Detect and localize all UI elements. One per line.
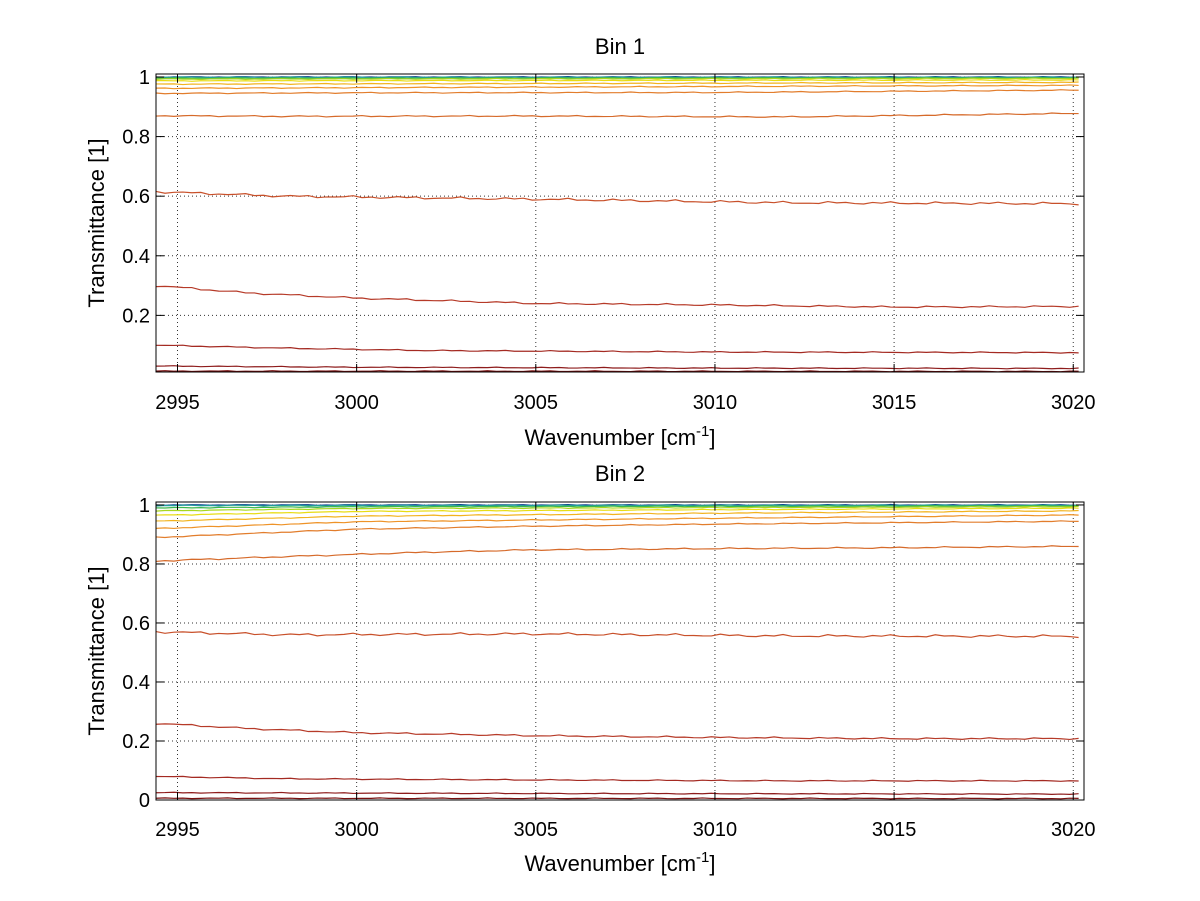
x-axis-label-main: Wavenumber [cm: [524, 425, 696, 450]
x-axis-label-sup: -1: [696, 423, 709, 440]
series-line: [155, 89, 1079, 95]
y-tick-label: 0.2: [122, 305, 150, 327]
series-line: [155, 545, 1079, 563]
series-line: [155, 505, 1079, 512]
x-axis-label: Wavenumber [cm-1]: [524, 849, 715, 876]
x-tick-label: 3000: [334, 819, 379, 841]
y-tick-label: 0.2: [122, 731, 150, 753]
series-line: [155, 76, 1079, 79]
series-line: [155, 791, 1079, 796]
series-line: [155, 723, 1079, 741]
chart-title: Bin 1: [595, 34, 645, 59]
series-line: [155, 504, 1079, 507]
x-tick-label: 3015: [872, 392, 917, 414]
series-line: [155, 190, 1079, 206]
series-line: [155, 112, 1079, 118]
x-tick-label: 3005: [514, 819, 559, 841]
chart-title: Bin 2: [595, 461, 645, 486]
x-tick-label: 2995: [155, 819, 200, 841]
series-line: [155, 344, 1079, 354]
series-line: [155, 365, 1079, 370]
series-line: [155, 520, 1079, 539]
series-line: [155, 78, 1079, 82]
series-line: [155, 84, 1079, 90]
x-axis-label-suffix: ]: [709, 425, 715, 450]
y-tick-label: 0.4: [122, 672, 150, 694]
x-tick-label: 3000: [334, 392, 379, 414]
plot-1: 2995 3000 3005 3010 3015 3020 0.2 0.4 0.6 0.8 1 Bin…: [84, 34, 1096, 450]
plot-2: 2995 3000 3005 3010 3015 3020 0 0.2 0.4 0.6 0.8 1 Bi…: [84, 461, 1096, 876]
y-axis-label: Transmittance [1]: [84, 138, 109, 307]
y-tick-label: 0.6: [122, 186, 150, 208]
series-line: [155, 775, 1079, 782]
series-line: [155, 507, 1079, 516]
series-line: [155, 797, 1079, 800]
x-tick-label: 3020: [1051, 819, 1096, 841]
x-axis-label-sup: -1: [696, 849, 709, 866]
axes-box: [155, 73, 1085, 373]
y-tick-label: 1: [139, 67, 150, 89]
series-line: [155, 370, 1079, 373]
x-tick-label: 3015: [872, 819, 917, 841]
x-axis-label-main: Wavenumber [cm: [524, 851, 696, 876]
x-tick-label: 3010: [693, 819, 738, 841]
y-tick-label: 0.6: [122, 613, 150, 635]
series-line: [155, 285, 1079, 309]
x-tick-label: 2995: [155, 392, 200, 414]
series-line: [155, 81, 1079, 86]
axes-box: [155, 501, 1085, 801]
y-tick-label: 0.8: [122, 554, 150, 576]
y-axis-label: Transmittance [1]: [84, 566, 109, 735]
y-tick-label: 0.8: [122, 127, 150, 149]
x-axis-label-suffix: ]: [709, 851, 715, 876]
series-line: [155, 504, 1079, 509]
series-line: [155, 630, 1079, 639]
y-tick-label: 0: [139, 790, 150, 812]
x-tick-label: 3010: [693, 392, 738, 414]
x-tick-label: 3005: [514, 392, 559, 414]
series-line: [155, 514, 1079, 530]
x-tick-label: 3020: [1051, 392, 1096, 414]
series-line: [155, 77, 1079, 81]
y-tick-label: 1: [139, 495, 150, 517]
x-axis-label: Wavenumber [cm-1]: [524, 423, 715, 450]
y-tick-label: 0.4: [122, 246, 150, 268]
series-line: [155, 509, 1079, 522]
